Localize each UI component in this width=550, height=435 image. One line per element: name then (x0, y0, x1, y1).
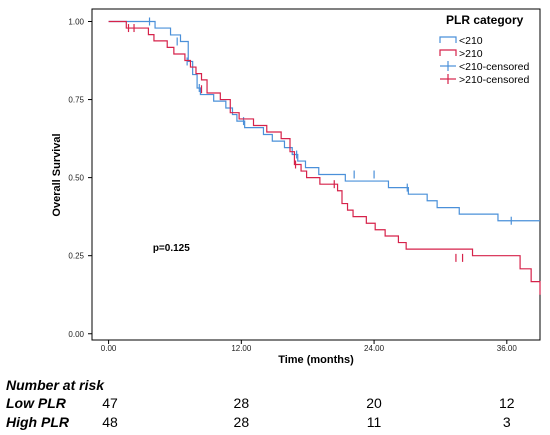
p-value-annotation: p=0.125 (153, 243, 190, 254)
legend-swatch-step (439, 36, 457, 43)
risk-value: 47 (102, 395, 118, 411)
legend-label: >210-censored (459, 74, 530, 86)
x-tick-label: 24.00 (364, 344, 385, 353)
legend-label: <210-censored (459, 61, 530, 73)
survival-chart: 0.00 12.00 24.00 36.00 0.00 0.25 0.50 0.75 1.00… (51, 8, 541, 366)
risk-table-title: Number at risk (6, 377, 105, 393)
risk-value: 3 (502, 414, 511, 430)
risk-row: High PLR 48 28 11 3 (0, 414, 550, 432)
x-axis-title: Time (months) (278, 354, 354, 366)
risk-row-label: High PLR (6, 414, 69, 430)
plot-area-frame (91, 8, 541, 341)
survival-curve-low-plr (108, 20, 540, 222)
x-tick-label: 0.00 (101, 344, 117, 353)
y-axis-ticks: 0.00 0.25 0.50 0.75 1.00 (68, 17, 92, 339)
x-axis-ticks: 0.00 12.00 24.00 36.00 (101, 340, 518, 353)
risk-value: 48 (102, 414, 118, 430)
legend-label: <210 (459, 35, 483, 47)
y-tick-label: 0.50 (68, 174, 84, 183)
survival-curve-high-plr (108, 20, 541, 295)
y-tick-label: 1.00 (68, 17, 84, 26)
series-layer (108, 17, 541, 295)
y-axis-title: Overall Survival (51, 133, 63, 216)
y-tick-label: 0.25 (68, 252, 84, 261)
risk-row: Low PLR 47 28 20 12 (0, 395, 550, 413)
legend-swatch-step (439, 49, 457, 56)
risk-value: 28 (233, 395, 250, 411)
legend: PLR category <210>210<210-censored>210-c… (439, 13, 530, 86)
risk-value: 20 (366, 395, 382, 411)
x-tick-label: 12.00 (231, 344, 252, 353)
risk-value: 28 (233, 414, 250, 430)
y-tick-label: 0.00 (68, 330, 84, 339)
risk-row-label: Low PLR (6, 395, 66, 411)
x-tick-label: 36.00 (497, 344, 518, 353)
legend-title: PLR category (446, 13, 524, 27)
risk-value: 11 (366, 414, 382, 430)
risk-value: 12 (499, 395, 515, 411)
legend-label: >210 (459, 48, 483, 60)
y-tick-label: 0.75 (68, 96, 84, 105)
